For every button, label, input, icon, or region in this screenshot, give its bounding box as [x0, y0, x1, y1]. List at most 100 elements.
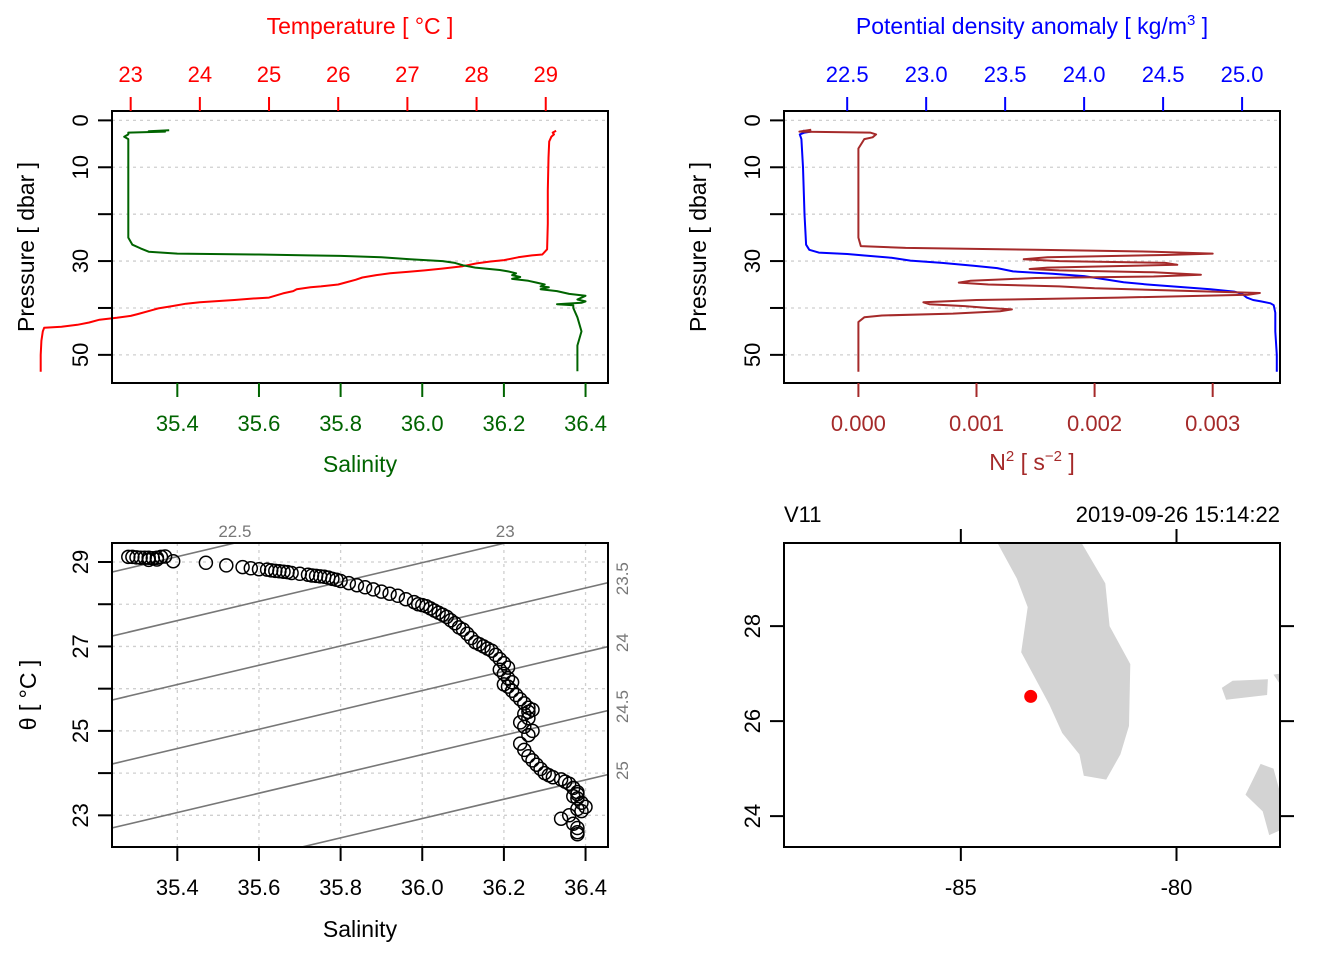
bottom-axis-tick-label: 36.2	[482, 411, 525, 436]
bottom-axis-tick-label: 0.000	[831, 411, 886, 436]
n2-axis-title: N2 [ s−2 ]	[989, 448, 1075, 475]
ts-point	[398, 591, 414, 607]
ts-point	[235, 559, 250, 575]
map-axes: -85 -80 24 26 28	[740, 529, 1294, 900]
pressure-tick-label: 30	[68, 249, 93, 273]
ts-diagram-theta-axis: 23 25 27 29	[68, 550, 112, 828]
ts-point	[521, 748, 536, 764]
pressure-tick-label: 0	[740, 114, 765, 126]
isopycnal-label: 24	[613, 633, 632, 652]
isopycnal-line	[298, 773, 608, 847]
ts-point	[492, 662, 508, 677]
ts-diagram-frame	[111, 542, 609, 848]
ts-point	[488, 647, 503, 663]
pressure-axis-title: Pressure [ dbar ]	[13, 162, 39, 332]
salinity-tick-label: 36.4	[564, 875, 607, 900]
ts-point	[333, 573, 348, 589]
ts-point	[570, 820, 585, 836]
ts-point	[561, 808, 577, 823]
pressure-tick-label: 50	[740, 343, 765, 367]
ts-point	[508, 687, 524, 703]
ts-point	[517, 719, 532, 734]
latitude-tick-label: 24	[740, 804, 765, 828]
ts-point	[545, 770, 561, 785]
theta-tick-label: 29	[68, 550, 93, 574]
top-axis-tick-label: 24.5	[1142, 62, 1185, 87]
salinity-tick-label: 36.0	[401, 875, 444, 900]
ts-point	[529, 757, 544, 772]
pressure-tick-label: 0	[68, 114, 93, 126]
ts-point	[276, 564, 291, 579]
ts-point	[484, 643, 499, 658]
ts-point	[492, 651, 508, 667]
ts-point	[133, 550, 148, 566]
series-salinity-line	[123, 129, 587, 372]
salinity-tick-label: 35.6	[238, 875, 281, 900]
bottom-axis-tick-label: 0.001	[949, 411, 1004, 436]
land-polygon	[1273, 673, 1280, 685]
ts-point	[284, 565, 299, 581]
ts-point	[341, 575, 357, 591]
ts-point	[472, 637, 487, 652]
isopycnal-label: 25	[613, 761, 632, 780]
bottom-axis-tick-label: 0.002	[1067, 411, 1122, 436]
longitude-tick-label: -80	[1161, 875, 1193, 900]
density-profile-frame	[783, 110, 1281, 384]
pressure-tick-label: 10	[68, 155, 93, 179]
ts-point	[521, 727, 536, 743]
top-axis-tick-label: 26	[326, 62, 350, 87]
ts-point	[512, 715, 528, 730]
ts-point	[525, 723, 540, 739]
n2-axis: 0.000 0.001 0.002 0.003	[831, 383, 1240, 436]
ts-diagram-grid	[112, 543, 608, 847]
ts-point	[566, 816, 581, 832]
ts-point	[566, 789, 581, 804]
isopycnal-line	[112, 581, 608, 701]
isopycnal-line	[112, 543, 239, 573]
salinity-tick-label: 35.8	[319, 875, 362, 900]
latitude-tick-label: 26	[740, 709, 765, 733]
density-profile-pressure-axis: 0 10 30 50	[740, 114, 784, 367]
bottom-axis-tick-label: 35.4	[156, 411, 199, 436]
theta-tick-label: 27	[68, 634, 93, 658]
station-marker-group	[1024, 689, 1038, 703]
latitude-tick-label: 28	[740, 614, 765, 638]
ts-point	[141, 552, 156, 568]
top-axis-tick-label: 25	[257, 62, 281, 87]
ts-point	[455, 622, 471, 637]
isopycnal-label: 24.5	[613, 690, 632, 723]
temperature-axis-title: Temperature [ °C ]	[267, 13, 454, 39]
top-axis-tick-label: 24.0	[1063, 62, 1106, 87]
ts-point	[390, 588, 406, 604]
ts-point	[349, 577, 365, 593]
land-polygons	[997, 543, 1280, 836]
bottom-axis-tick-label: 36.0	[401, 411, 444, 436]
ts-point	[165, 553, 181, 569]
ts-point	[459, 626, 475, 642]
series-n2-line	[798, 128, 1261, 372]
station-timestamp: 2019-09-26 15:14:22	[1076, 502, 1280, 527]
isopycnal-line	[112, 645, 608, 765]
ts-point	[504, 675, 520, 690]
map-frame	[783, 542, 1281, 848]
top-axis-tick-label: 27	[395, 62, 419, 87]
ts-profile-frame	[111, 110, 609, 384]
ts-profile-pressure-axis: 0 10 30 50	[68, 114, 112, 367]
ts-point	[512, 691, 528, 707]
ts-point	[157, 549, 173, 564]
top-axis-tick-label: 23.0	[905, 62, 948, 87]
isopycnal-label: 22.5	[218, 522, 251, 541]
ts-diagram-ylabel: θ [ °C ]	[15, 660, 41, 731]
ts-point	[219, 558, 234, 573]
ts-point	[561, 776, 577, 791]
ts-point	[521, 710, 536, 726]
ts-point	[374, 584, 389, 599]
ts-diagram-salinity-axis: 35.4 35.6 35.8 36.0 36.2 36.4	[156, 847, 607, 900]
station-map-panel: -85 -80 24 26 28 V11 2019-09-26 15:14:22	[740, 502, 1294, 900]
density-profile-grid	[784, 119, 1280, 356]
ts-scatter-points	[121, 549, 593, 842]
top-axis-tick-label: 25.0	[1221, 62, 1264, 87]
ts-point	[198, 555, 214, 571]
ts-profile-grid	[112, 119, 608, 356]
